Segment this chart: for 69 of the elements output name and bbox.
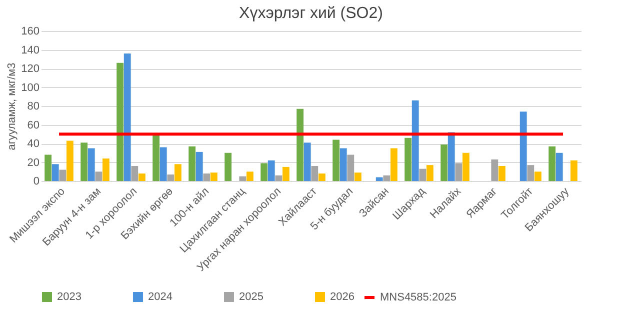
bar <box>88 148 95 181</box>
bar <box>556 152 563 181</box>
y-tick-label: 160 <box>21 26 40 38</box>
bar <box>311 166 318 181</box>
bar <box>462 152 470 181</box>
bar <box>491 159 498 181</box>
y-tick-label: 40 <box>27 138 40 150</box>
y-tick-label: 60 <box>27 119 40 132</box>
bar <box>275 175 282 181</box>
bar <box>44 154 52 181</box>
y-tick-label: 100 <box>21 82 40 94</box>
legend-label: 2026 <box>330 291 354 303</box>
bar <box>548 146 556 181</box>
bar <box>527 165 534 181</box>
bar <box>167 174 174 181</box>
bar <box>260 163 268 181</box>
bar <box>340 148 347 181</box>
bar <box>498 166 506 181</box>
y-axis-title: агууламж, мкг/м3 <box>6 62 18 150</box>
bar <box>196 152 203 181</box>
bar <box>520 112 527 181</box>
bar <box>412 100 419 181</box>
bar <box>268 160 275 181</box>
bar <box>440 144 448 181</box>
bar <box>80 142 88 181</box>
bar <box>160 147 167 181</box>
bar <box>59 170 66 181</box>
legend-label: 2023 <box>57 291 82 303</box>
y-tick-label: 80 <box>27 100 40 112</box>
bar <box>347 154 354 181</box>
bar <box>376 177 383 181</box>
bar <box>296 108 304 181</box>
bar <box>102 158 110 181</box>
bar <box>455 163 462 181</box>
bar <box>332 140 340 181</box>
chart-title: Хүхэрлэг хий (SO2) <box>239 5 383 22</box>
bar <box>404 138 412 181</box>
bar <box>282 166 290 181</box>
y-tick-label: 120 <box>21 63 40 75</box>
bar <box>152 135 160 181</box>
legend-label: 2024 <box>148 291 172 303</box>
y-tick-label: 0 <box>33 176 40 188</box>
bar <box>419 168 426 181</box>
bar <box>116 62 124 181</box>
bar <box>124 54 131 181</box>
bar <box>318 174 326 181</box>
bar <box>570 160 578 181</box>
bar <box>174 164 182 181</box>
bar <box>138 174 146 181</box>
bar <box>383 175 390 181</box>
bar <box>246 172 254 181</box>
bar <box>426 165 434 181</box>
bar <box>95 172 102 181</box>
bar <box>52 164 59 181</box>
bar <box>239 176 246 181</box>
bar <box>390 148 398 181</box>
legend-label: MNS4585:2025 <box>380 292 456 304</box>
legend-label: 2025 <box>239 291 264 303</box>
bar <box>224 152 232 181</box>
bar <box>188 146 196 181</box>
y-tick-label: 140 <box>21 44 40 56</box>
bar <box>210 172 218 181</box>
bar <box>534 172 542 181</box>
bar <box>354 172 362 181</box>
bar <box>203 174 210 181</box>
bar <box>304 142 311 181</box>
bar <box>131 166 138 181</box>
y-tick-label: 20 <box>27 156 40 169</box>
bar <box>66 140 74 181</box>
